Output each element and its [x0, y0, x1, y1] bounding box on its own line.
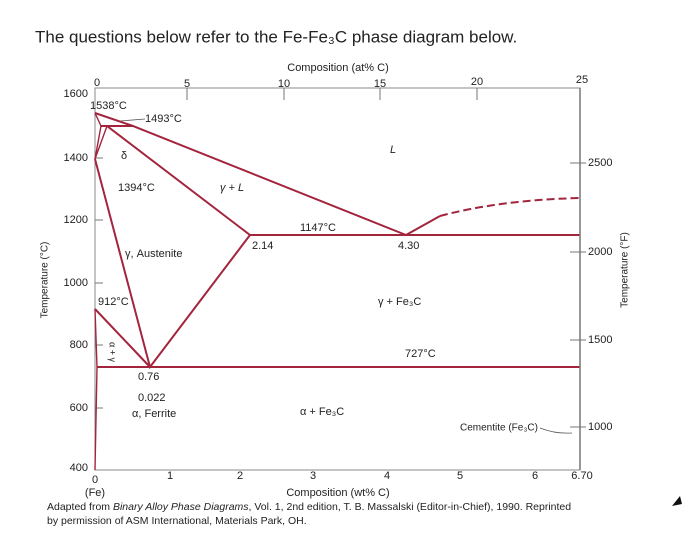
point-label: 912°C — [98, 296, 129, 308]
bottom-axis-label: Composition (wt% C) — [286, 487, 389, 499]
bottom-tick-label: 3 — [310, 470, 316, 482]
caption-text: Adapted from — [47, 501, 113, 513]
point-label: 727°C — [405, 348, 436, 360]
title: The questions below refer to the Fe-Fe₃C… — [35, 27, 517, 46]
region-label: α + Fe₃C — [300, 406, 344, 418]
left-tick-label: 1600 — [64, 88, 88, 100]
top-tick-label: 15 — [374, 78, 386, 90]
point-label: 2.14 — [252, 240, 273, 252]
point-label: 1147°C — [300, 222, 336, 234]
region-label: α + γ — [108, 342, 118, 362]
right-tick-label: 1000 — [588, 421, 612, 433]
top-tick-label: 20 — [471, 76, 483, 88]
bottom-tick-label: 6.70 — [571, 470, 592, 482]
region-label: δ — [121, 150, 127, 162]
point-label: 1394°C — [118, 182, 155, 194]
right-tick-label: 2000 — [588, 246, 612, 258]
top-tick-label: 25 — [576, 74, 588, 86]
right-tick-label: 2500 — [588, 157, 612, 169]
left-tick-label: 1000 — [64, 277, 88, 289]
caption: Adapted from Binary Alloy Phase Diagrams… — [47, 501, 571, 513]
point-label: 4.30 — [398, 240, 419, 252]
right-axis-label: Temperature (°F) — [620, 232, 631, 308]
top-tick-label: 10 — [278, 78, 290, 90]
bottom-tick-label: 5 — [457, 470, 463, 482]
point-label: 1538°C — [90, 100, 127, 112]
point-label: 1493°C — [145, 113, 182, 125]
top-ticks — [186, 88, 478, 100]
region-label: L — [390, 144, 396, 156]
bottom-tick-label: 4 — [384, 470, 390, 482]
left-tick-label: 400 — [70, 462, 88, 474]
cursor — [672, 496, 682, 506]
region-label: Cementite (Fe₃C) — [460, 423, 538, 434]
caption-text: , Vol. 1, 2nd edition, T. B. Massalski (… — [249, 501, 572, 513]
right-ticks — [570, 162, 586, 428]
top-axis-label: Composition (at% C) — [287, 62, 388, 74]
region-label: α, Ferrite — [132, 408, 176, 420]
right-tick-label: 1500 — [588, 334, 612, 346]
top-tick-label: 5 — [184, 78, 190, 90]
point-label: 0.76 — [138, 371, 159, 383]
bottom-tick-label: 6 — [532, 470, 538, 482]
region-label: γ + L — [220, 182, 244, 194]
point-label: 0.022 — [138, 392, 166, 404]
region-label: γ + Fe₃C — [378, 296, 421, 308]
left-tick-label: 800 — [70, 339, 88, 351]
phase-boundaries — [94, 88, 581, 471]
bottom-tick-label: 1 — [167, 470, 173, 482]
bottom-tick-label: 2 — [237, 470, 243, 482]
origin-note: (Fe) — [85, 487, 105, 499]
region-label: γ, Austenite — [125, 248, 182, 260]
left-tick-label: 1200 — [64, 214, 88, 226]
left-axis-label: Temperature (°C) — [40, 242, 51, 319]
left-tick-label: 600 — [70, 402, 88, 414]
bottom-tick-label: 0 — [92, 474, 98, 486]
top-tick-label: 0 — [94, 77, 100, 89]
left-tick-label: 1400 — [64, 152, 88, 164]
caption-text: Binary Alloy Phase Diagrams — [113, 501, 249, 513]
caption-text: by permission of ASM International, Mate… — [47, 515, 307, 527]
left-ticks — [95, 157, 103, 409]
